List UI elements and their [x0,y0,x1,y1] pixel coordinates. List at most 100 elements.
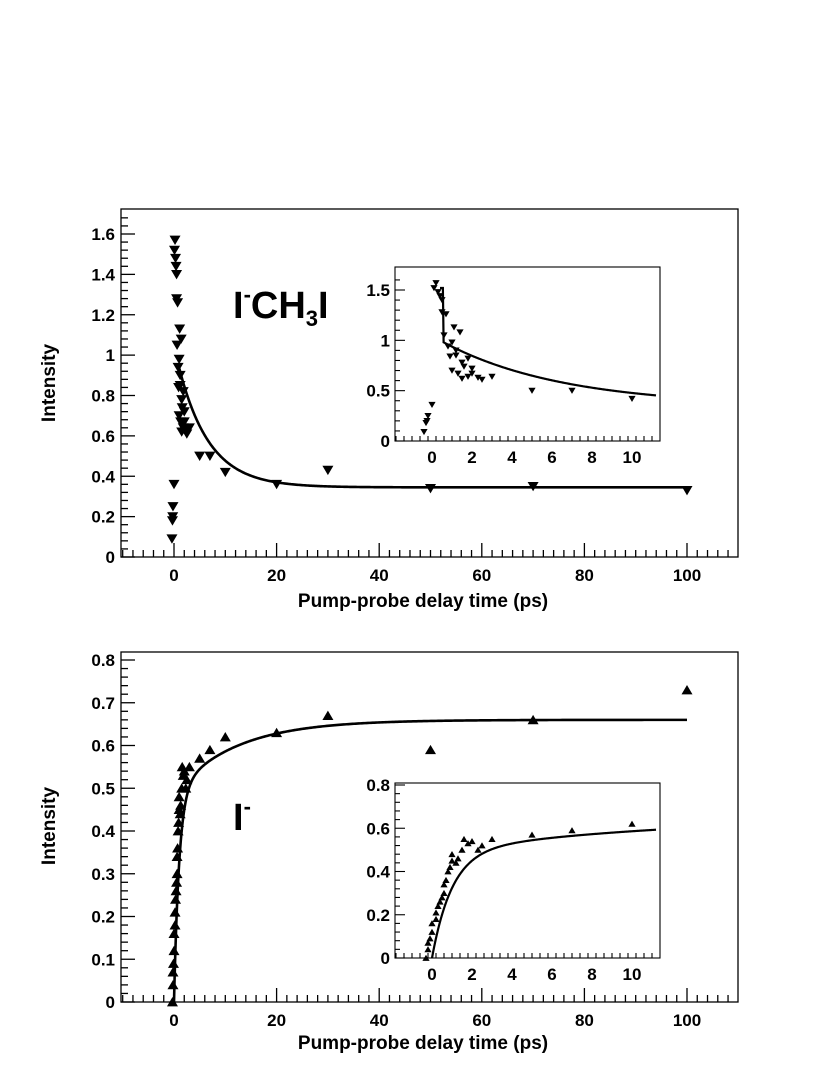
inset-data-point [468,370,476,377]
x-tick-label: 0 [169,1011,178,1030]
species-rest: CH [251,285,306,327]
inset-frame [394,266,661,442]
inset-y-tick-label: 0 [381,432,390,451]
inset-data-point [446,863,454,871]
inset-data-point [454,370,462,377]
y-tick-label: 0.6 [91,737,115,756]
data-point [168,945,180,956]
data-point [322,710,334,720]
inset-y-tick-label: 0.4 [366,863,390,882]
x-tick-label: 0 [169,566,178,585]
x-tick-label: 40 [370,1011,389,1030]
inset-fit-curve [430,828,657,959]
inset-x-tick-label: 6 [547,448,556,467]
inset-data-point [468,365,476,372]
data-point [167,502,179,512]
data-point [168,479,180,490]
inset-x-tick-label: 2 [467,448,476,467]
inset-data-point [568,387,576,394]
plot-frame [120,651,739,1003]
data-point [271,479,283,490]
inset-y-tick-label: 0.6 [366,819,390,838]
data-point [173,354,185,365]
inset-data-point [428,920,436,927]
inset-data-point [420,429,428,436]
data-point [681,485,693,496]
data-point [167,512,179,522]
data-point [171,340,183,350]
data-point [174,370,186,381]
inset-data-point [464,355,472,362]
inset-data-point [488,835,496,842]
inset-data-point [426,935,434,942]
inset-data-point [460,363,468,370]
data-point [172,826,184,836]
inset-data-point [458,846,466,853]
inset-data-point [436,898,444,905]
inset-data-point [432,909,440,916]
inset-x-tick-label: 4 [507,448,517,467]
inset-y-tick-label: 0.5 [366,382,390,401]
data-point [166,534,178,544]
inset-data-point [628,395,636,402]
inset-data-point [442,876,450,884]
inset-x-tick-label: 8 [587,965,596,984]
inset-data-point [428,928,436,935]
inset-fit-curve [440,286,657,397]
y-axis-title: Intensity [39,787,60,866]
species-main: I [233,285,244,327]
inset-data-point [446,353,454,360]
data-point [183,761,195,772]
inset-x-tick-label: 8 [587,448,596,467]
species-label: I-CH3I [233,282,329,331]
inset-data-point [442,311,450,318]
x-tick-label: 60 [472,1011,491,1030]
inset-data-point [444,868,452,875]
x-tick-label: 40 [370,566,389,585]
data-point [425,483,436,494]
inset-data-point [452,859,460,866]
inset-data-point [424,946,432,953]
x-tick-label: 80 [575,566,594,585]
x-tick-label: 80 [575,1011,594,1030]
inset-data-point [464,373,472,380]
data-point [177,387,189,397]
data-point [176,395,188,405]
data-point [180,783,192,793]
y-tick-label: 0.2 [91,508,115,527]
y-tick-label: 0.1 [91,950,115,969]
inset-y-tick-label: 1.5 [366,281,390,300]
inset-data-point [478,376,486,383]
x-tick-label: 100 [673,1011,701,1030]
data-point [173,791,185,802]
y-tick-label: 1.6 [91,225,115,244]
x-tick-label: 60 [472,566,491,585]
data-point [174,324,186,334]
inset-y-tick-label: 1 [381,331,390,350]
y-tick-label: 0.4 [91,467,115,486]
inset-data-point [448,857,456,864]
data-point [170,261,182,272]
data-point [169,245,181,256]
x-axis-title: Pump-probe delay time (ps) [298,591,548,612]
inset-data-point [454,855,462,862]
data-point [219,732,231,742]
data-point [167,967,179,977]
x-axis-title: Pump-probe delay time (ps) [298,1033,548,1054]
x-tick-label: 20 [267,1011,286,1030]
data-point [172,362,184,373]
inset-data-point [440,881,448,888]
inset-data-point [428,401,436,408]
inset-data-point [444,343,452,350]
data-point [194,753,206,763]
data-point [178,407,190,417]
data-point [194,451,206,462]
y-tick-label: 0.5 [91,779,115,798]
plot-frame [120,208,739,558]
inset-data-point [452,352,460,359]
inset-plot: 0 2 4 6 8 10 0 0.5 1 1.5 [366,266,661,467]
data-point [172,298,184,308]
inset-x-tick-label: 10 [623,448,642,467]
